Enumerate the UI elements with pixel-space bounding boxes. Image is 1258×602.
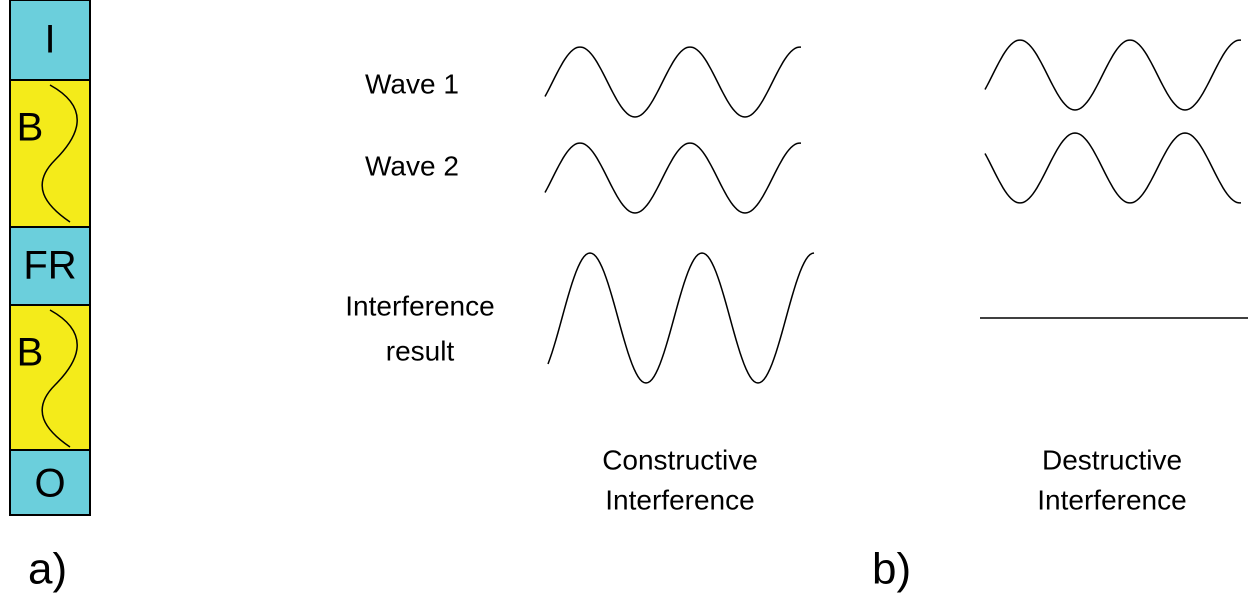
row-label: result xyxy=(386,335,455,366)
wave xyxy=(547,252,815,384)
column-caption: Constructive xyxy=(602,444,758,475)
panel-label: b) xyxy=(872,545,911,594)
layer-label: O xyxy=(34,462,65,506)
layer-label: B xyxy=(17,331,44,375)
layer-label: FR xyxy=(23,244,76,288)
layer-box xyxy=(9,79,91,228)
layer-label: B xyxy=(17,106,44,150)
bragg-curve xyxy=(41,84,78,223)
layer-box xyxy=(9,449,91,516)
wave xyxy=(984,132,1241,204)
layer-label: I xyxy=(44,18,55,62)
layer-stack: I B FR B O xyxy=(9,0,91,516)
panel-label: a) xyxy=(28,545,67,594)
column-caption: Interference xyxy=(605,484,754,515)
wave xyxy=(544,142,801,214)
layer-box xyxy=(9,0,91,81)
row-label: Wave 2 xyxy=(365,150,459,181)
layer-box xyxy=(9,304,91,451)
bragg-curve xyxy=(41,309,78,448)
column-caption: Destructive xyxy=(1042,444,1182,475)
wave xyxy=(984,39,1241,111)
column-caption: Interference xyxy=(1037,484,1186,515)
row-label: Wave 1 xyxy=(365,68,459,99)
row-label: Interference xyxy=(345,290,494,321)
wave xyxy=(544,46,801,118)
